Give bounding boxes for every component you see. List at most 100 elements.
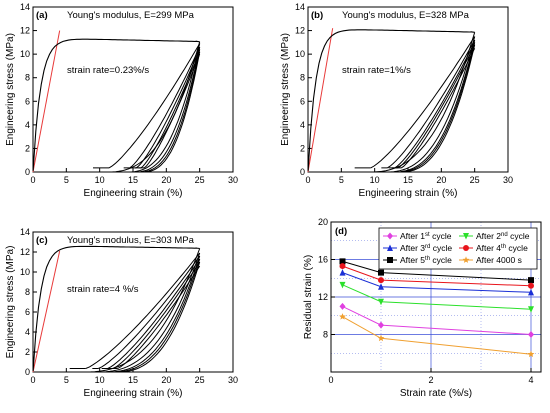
x-tick-label: 25 xyxy=(195,375,205,385)
y-axis-label: Engineering stress (MPa) xyxy=(280,33,291,146)
y-tick-label: 6 xyxy=(300,96,305,106)
legend-marker xyxy=(462,256,470,263)
y-tick-label: 6 xyxy=(25,307,30,317)
data-point xyxy=(339,258,346,265)
data-point xyxy=(378,277,384,284)
unload-curve xyxy=(83,248,201,373)
data-point xyxy=(378,298,384,306)
reload-curve xyxy=(143,53,201,169)
x-axis-label: Engineering strain (%) xyxy=(84,188,183,199)
data-point xyxy=(339,269,346,276)
y-tick-label: 2 xyxy=(300,143,305,153)
legend-entry: After 2nd cycle xyxy=(476,231,530,241)
unload-curve xyxy=(141,51,201,173)
y-tick-label: 10 xyxy=(20,267,30,277)
stress-strain-panel-c: 0 5 10 15 20 25 30 0 2 4 6 8 10 12 14 Engineering strai… xyxy=(5,227,238,399)
x-tick-label: 20 xyxy=(161,175,171,185)
unload-curve xyxy=(95,252,201,373)
y-axis-label: Engineering stress (MPa) xyxy=(5,246,16,359)
x-tick-label: 10 xyxy=(370,175,380,185)
x-tick-label: 15 xyxy=(128,375,138,385)
reload-curve xyxy=(112,261,201,369)
x-tick-label: 30 xyxy=(228,175,238,185)
y-tick-label: 8 xyxy=(25,73,30,83)
legend-entry-prefix: After 4 xyxy=(476,243,501,253)
y-tick-label: 8 xyxy=(323,330,328,340)
legend-entry-sup: rd xyxy=(425,244,430,250)
y-tick-label: 4 xyxy=(25,327,30,337)
legend-entry: After 3rd cycle xyxy=(400,243,452,253)
data-point xyxy=(339,313,346,320)
x-tick-label: 5 xyxy=(339,175,344,185)
series-line xyxy=(342,316,532,355)
y-tick-label: 14 xyxy=(20,227,30,237)
stress-strain-panel-a: 0 5 10 15 20 25 30 0 2 4 6 8 10 12 14 Engineering strai… xyxy=(5,2,238,199)
data-point xyxy=(378,283,384,290)
x-tick-label: 0 xyxy=(305,175,310,185)
reload-curve xyxy=(140,51,201,169)
y-tick-label: 20 xyxy=(318,217,328,227)
modulus-annotation: Young's modulus, E=328 MPa xyxy=(342,10,470,21)
strain-rate-annotation: strain rate=1%/s xyxy=(342,65,411,76)
reload-curve xyxy=(117,265,201,369)
loading-curve xyxy=(32,38,200,171)
data-point xyxy=(528,306,534,313)
legend-entry-suffix: cycle xyxy=(430,243,452,253)
unload-curve xyxy=(392,39,476,173)
legend-entry: After 1st cycle xyxy=(400,231,452,241)
legend-entry-suffix: cycle xyxy=(430,255,452,265)
unload-curve xyxy=(105,255,201,373)
x-tick-label: 0 xyxy=(328,375,333,385)
reload-curve xyxy=(394,42,476,169)
y-tick-label: 12 xyxy=(20,26,30,36)
y-tick-label: 12 xyxy=(295,26,305,36)
panel-label: (c) xyxy=(36,235,48,246)
loading-curve xyxy=(307,29,475,171)
unload-curve xyxy=(110,258,201,373)
unload-curve xyxy=(395,42,476,173)
y-tick-label: 0 xyxy=(25,167,30,177)
legend-entry-sup: th xyxy=(425,256,430,262)
y-axis-label: Residual strain (%) xyxy=(303,255,314,339)
unload-curve xyxy=(127,43,201,173)
x-tick-label: 15 xyxy=(403,175,413,185)
y-tick-label: 6 xyxy=(25,96,30,106)
x-tick-label: 0 xyxy=(30,175,35,185)
legend-entry-prefix: After 5 xyxy=(400,255,425,265)
legend-marker xyxy=(463,245,469,251)
reload-curve xyxy=(129,46,201,169)
modulus-line xyxy=(307,28,334,173)
legend-marker xyxy=(387,232,393,240)
data-point xyxy=(527,350,535,358)
unload-curve xyxy=(138,49,201,173)
data-point xyxy=(377,334,385,342)
strain-rate-annotation: strain rate=0.23%/s xyxy=(67,65,149,76)
unload-curve xyxy=(106,41,201,173)
x-tick-label: 25 xyxy=(470,175,480,185)
y-tick-label: 14 xyxy=(295,2,305,12)
y-axis-label: Engineering stress (MPa) xyxy=(5,33,16,146)
unload-curve xyxy=(133,46,201,173)
legend-entry-prefix: After 1 xyxy=(400,231,425,241)
data-point xyxy=(378,269,384,276)
reload-curve xyxy=(135,49,201,169)
data-point xyxy=(339,263,346,270)
unload-curve xyxy=(368,32,476,173)
residual-strain-panel: 0 2 4 8 12 16 20 Strain rate (%/s) Residual stra… xyxy=(303,217,542,399)
data-point xyxy=(528,288,534,296)
x-axis-label: Engineering strain (%) xyxy=(84,388,183,399)
data-point xyxy=(378,321,384,329)
x-axis-label: Strain rate (%/s) xyxy=(400,388,472,399)
data-point xyxy=(339,302,346,310)
y-tick-label: 10 xyxy=(20,49,30,59)
y-tick-label: 2 xyxy=(25,143,30,153)
y-tick-label: 10 xyxy=(295,49,305,59)
legend-marker xyxy=(387,244,393,251)
reload-curve xyxy=(397,44,476,169)
data-point xyxy=(528,282,534,289)
legend-entry-prefix: After 4000 s xyxy=(476,255,522,265)
legend-entry-sup: nd xyxy=(501,232,508,238)
reload-curve xyxy=(370,36,476,169)
panel-label: (d) xyxy=(335,226,347,237)
